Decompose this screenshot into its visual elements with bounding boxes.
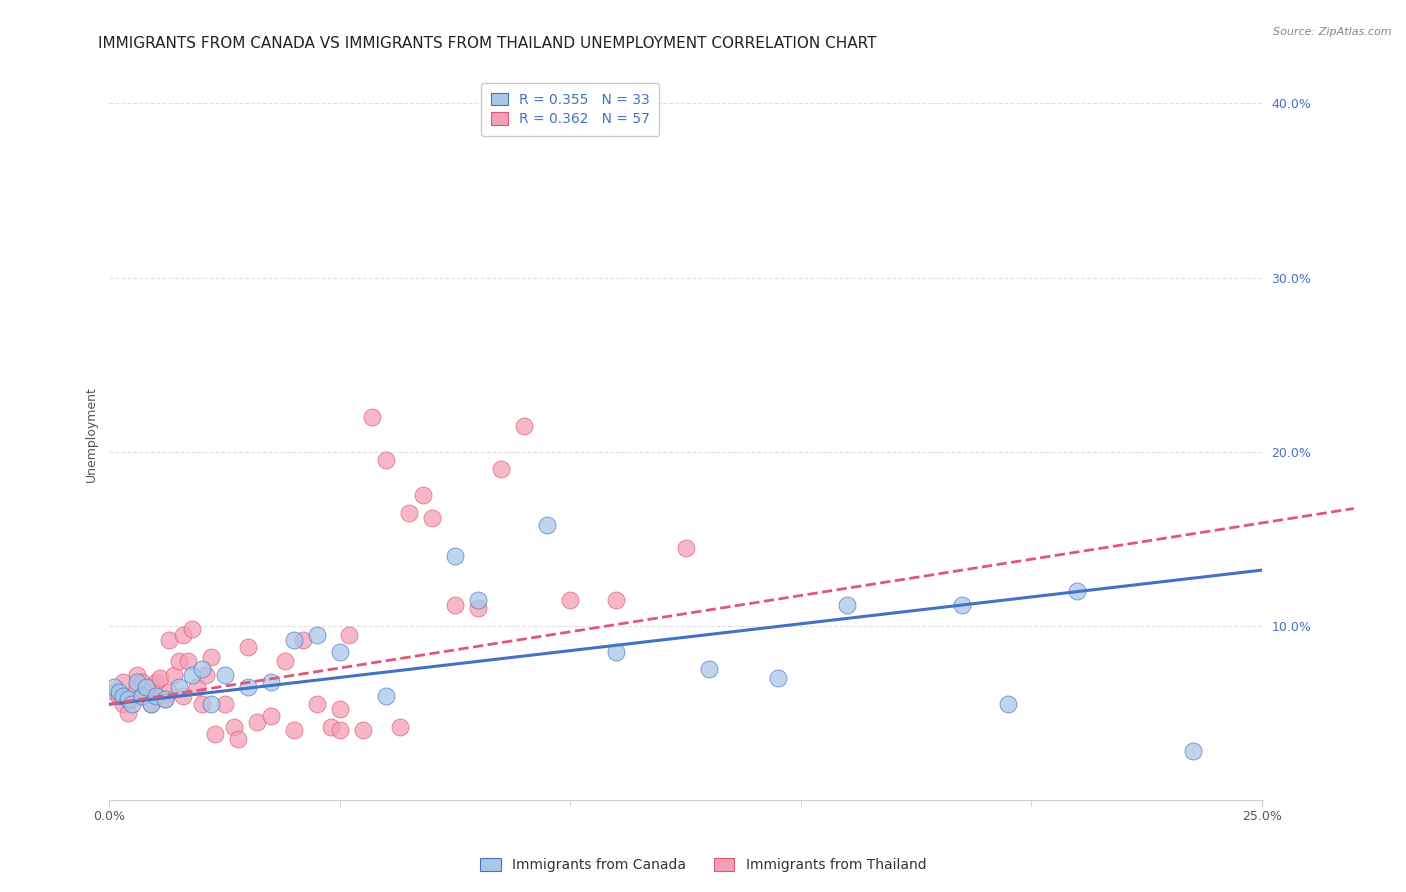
- Point: [361, 409, 384, 424]
- Point: [329, 723, 352, 738]
- Point: [181, 667, 204, 681]
- Point: [112, 689, 135, 703]
- Point: [997, 698, 1019, 712]
- Point: [444, 598, 467, 612]
- Point: [835, 598, 858, 612]
- Point: [305, 627, 328, 641]
- Point: [337, 627, 360, 641]
- Point: [467, 601, 489, 615]
- Point: [139, 680, 162, 694]
- Point: [398, 506, 420, 520]
- Point: [103, 685, 125, 699]
- Point: [420, 511, 443, 525]
- Point: [195, 667, 218, 681]
- Point: [605, 592, 627, 607]
- Point: [135, 685, 157, 699]
- Point: [139, 698, 162, 712]
- Point: [103, 680, 125, 694]
- Point: [697, 662, 720, 676]
- Point: [186, 680, 208, 694]
- Point: [200, 698, 222, 712]
- Point: [675, 541, 697, 555]
- Point: [319, 720, 342, 734]
- Point: [153, 692, 176, 706]
- Point: [112, 698, 135, 712]
- Point: [352, 723, 374, 738]
- Point: [536, 517, 558, 532]
- Point: [131, 689, 153, 703]
- Point: [157, 685, 180, 699]
- Point: [283, 632, 305, 647]
- Point: [222, 720, 245, 734]
- Y-axis label: Unemployment: Unemployment: [86, 386, 98, 483]
- Point: [125, 680, 148, 694]
- Point: [153, 692, 176, 706]
- Text: Source: ZipAtlas.com: Source: ZipAtlas.com: [1274, 27, 1392, 37]
- Point: [204, 727, 226, 741]
- Point: [145, 674, 167, 689]
- Point: [489, 462, 512, 476]
- Point: [329, 645, 352, 659]
- Point: [273, 654, 295, 668]
- Point: [228, 732, 250, 747]
- Text: IMMIGRANTS FROM CANADA VS IMMIGRANTS FROM THAILAND UNEMPLOYMENT CORRELATION CHAR: IMMIGRANTS FROM CANADA VS IMMIGRANTS FRO…: [98, 36, 877, 51]
- Point: [513, 418, 536, 433]
- Point: [117, 706, 139, 720]
- Point: [283, 723, 305, 738]
- Point: [467, 592, 489, 607]
- Legend: R = 0.355   N = 33, R = 0.362   N = 57: R = 0.355 N = 33, R = 0.362 N = 57: [481, 83, 659, 136]
- Point: [260, 674, 283, 689]
- Point: [236, 680, 259, 694]
- Point: [560, 592, 582, 607]
- Point: [236, 640, 259, 654]
- Point: [444, 549, 467, 564]
- Point: [167, 654, 190, 668]
- Point: [375, 689, 398, 703]
- Point: [190, 698, 212, 712]
- Point: [125, 667, 148, 681]
- Point: [214, 667, 236, 681]
- Point: [131, 674, 153, 689]
- Point: [163, 667, 186, 681]
- Point: [149, 671, 172, 685]
- Point: [117, 692, 139, 706]
- Point: [135, 680, 157, 694]
- Point: [605, 645, 627, 659]
- Point: [177, 654, 200, 668]
- Point: [950, 598, 973, 612]
- Point: [200, 650, 222, 665]
- Point: [131, 689, 153, 703]
- Point: [121, 698, 143, 712]
- Point: [107, 685, 129, 699]
- Point: [375, 453, 398, 467]
- Point: [157, 632, 180, 647]
- Point: [125, 674, 148, 689]
- Point: [145, 689, 167, 703]
- Point: [172, 627, 194, 641]
- Point: [329, 702, 352, 716]
- Legend: Immigrants from Canada, Immigrants from Thailand: Immigrants from Canada, Immigrants from …: [471, 850, 935, 880]
- Point: [107, 689, 129, 703]
- Point: [1066, 584, 1088, 599]
- Point: [121, 692, 143, 706]
- Point: [291, 632, 314, 647]
- Point: [214, 698, 236, 712]
- Point: [167, 680, 190, 694]
- Point: [172, 689, 194, 703]
- Point: [112, 674, 135, 689]
- Point: [1181, 744, 1204, 758]
- Point: [388, 720, 411, 734]
- Point: [305, 698, 328, 712]
- Point: [139, 698, 162, 712]
- Point: [181, 623, 204, 637]
- Point: [190, 662, 212, 676]
- Point: [260, 709, 283, 723]
- Point: [412, 488, 434, 502]
- Point: [246, 714, 269, 729]
- Point: [766, 671, 789, 685]
